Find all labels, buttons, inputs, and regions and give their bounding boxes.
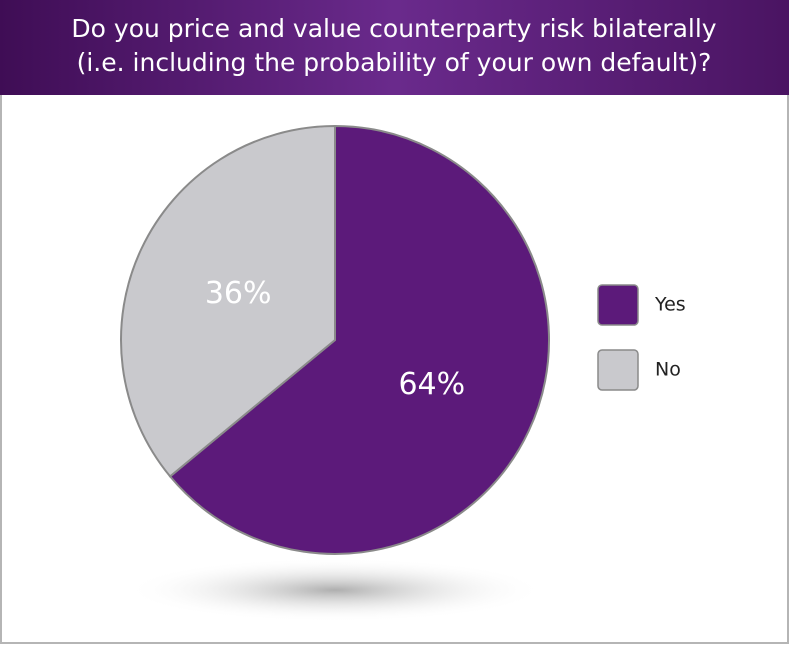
pie-slice [168, 124, 550, 555]
chart-title: Do you price and value counterparty risk… [71, 14, 716, 43]
legend-label: Yes [654, 294, 686, 316]
legend-swatch [597, 284, 639, 326]
pie-slice [120, 124, 336, 478]
legend-label: No [655, 359, 681, 381]
legend-swatch [597, 349, 639, 391]
pie-shadow [125, 558, 545, 622]
data-label: 36% [205, 276, 272, 311]
data-label: 64% [398, 367, 465, 402]
header [0, 0, 789, 95]
chart-title: (i.e. including the probability of your … [77, 48, 712, 77]
